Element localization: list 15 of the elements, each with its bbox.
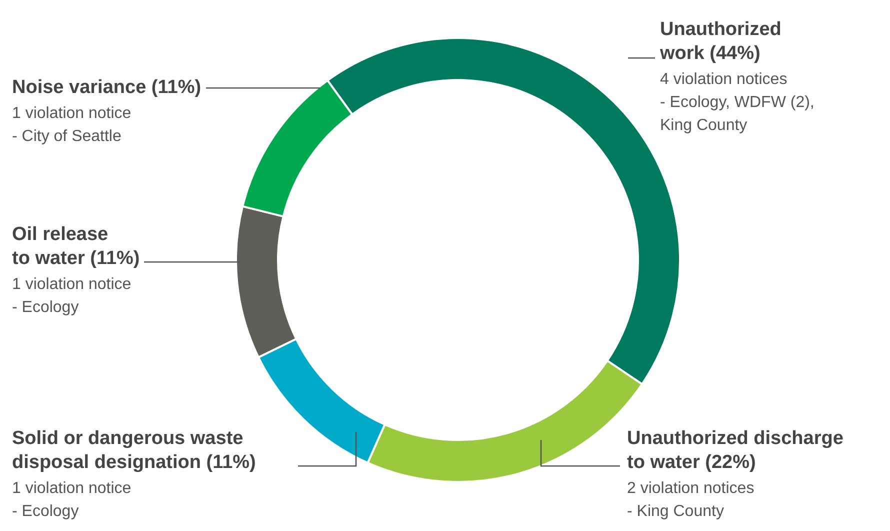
- slice-label: Unauthorized work (44%): [659, 19, 782, 64]
- slice-label: Oil release to water (11%): [12, 224, 140, 269]
- text: - King County: [627, 503, 724, 520]
- text: 1 violation notice: [12, 105, 132, 122]
- text: - Ecology: [12, 299, 79, 316]
- text: 4 violation notices: [660, 71, 788, 88]
- text: - Ecology, WDFW (2), King County: [660, 94, 814, 134]
- text: 1 violation notice: [12, 276, 132, 293]
- text: 2 violation notices: [627, 480, 754, 497]
- text: 1 violation notice: [12, 480, 132, 497]
- slice-label: Noise variance (11%): [12, 77, 202, 98]
- slice-label: Unauthorized discharge to water (22%): [627, 428, 844, 473]
- text: - City of Seattle: [12, 128, 122, 145]
- slice-label: Solid or dangerous waste disposal designation (11%): [12, 428, 256, 473]
- text: - Ecology: [12, 503, 79, 520]
